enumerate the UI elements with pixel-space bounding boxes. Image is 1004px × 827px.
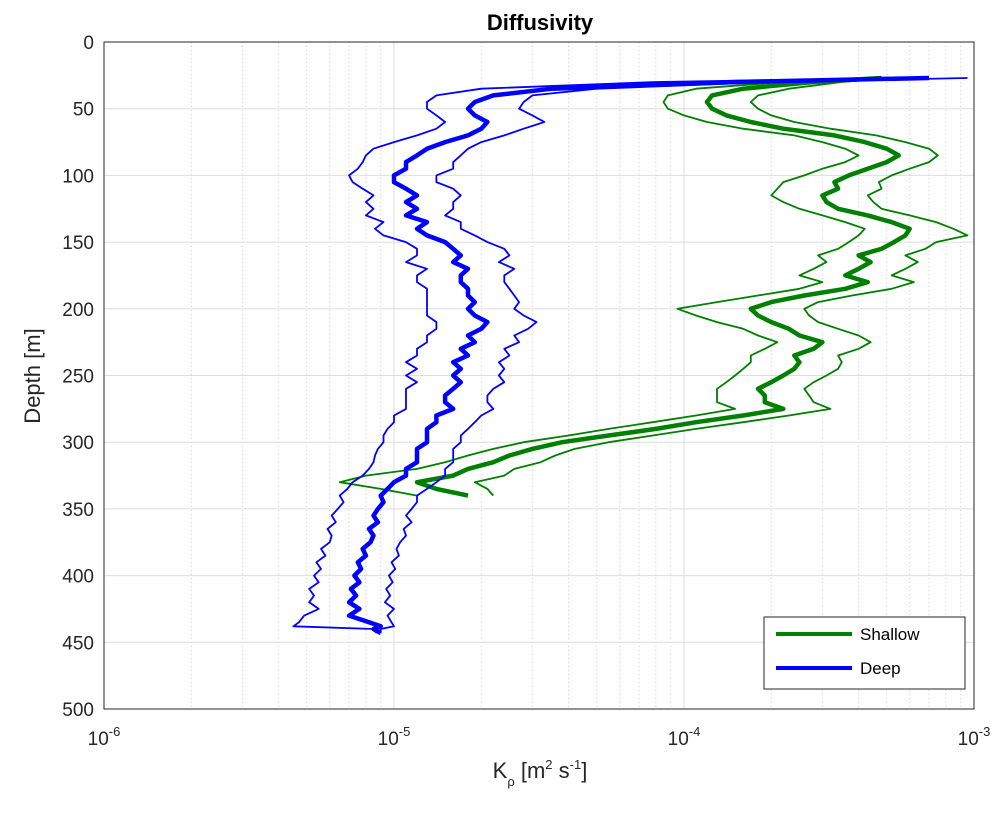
- legend-label-shallow: Shallow: [860, 625, 920, 644]
- x-tick-exponent: -6: [109, 724, 121, 739]
- legend-label-deep: Deep: [860, 659, 901, 678]
- series-shallow-low-line: [338, 77, 874, 497]
- series-deep-mean-line: [346, 75, 930, 635]
- series-shallow-mean-line: [414, 75, 912, 498]
- x-axis-label-sup2: -1: [570, 757, 582, 772]
- y-tick-label: 150: [62, 233, 94, 254]
- series-layer: [292, 75, 969, 635]
- series-deep-low-line: [292, 77, 910, 634]
- x-axis-label-mid: s: [553, 758, 570, 783]
- y-tick-label: 250: [62, 367, 94, 388]
- x-axis-label-end: ]: [581, 758, 587, 783]
- x-tick-base: 10: [378, 729, 399, 750]
- x-tick-label: 10-3: [958, 724, 991, 750]
- x-tick-label: 10-6: [88, 724, 121, 750]
- y-tick-label: 50: [73, 100, 94, 121]
- y-tick-labels: 0 50 100 150 200 250 300 350 400 450 500: [62, 33, 94, 721]
- x-tick-base: 10: [958, 729, 979, 750]
- y-tick-label: 400: [62, 567, 94, 588]
- y-tick-label: 0: [83, 33, 94, 54]
- y-tick-label: 450: [62, 633, 94, 654]
- legend: Shallow Deep: [763, 616, 966, 690]
- series-deep-high-line: [379, 77, 968, 633]
- x-tick-base: 10: [88, 729, 109, 750]
- y-tick-label: 200: [62, 300, 94, 321]
- y-tick-label: 500: [62, 700, 94, 721]
- series-shallow-high-line: [473, 77, 969, 497]
- x-axis-label-base: K: [493, 758, 508, 783]
- x-tick-labels: 10-6 10-5 10-4 10-3: [88, 724, 991, 750]
- chart-title: Diffusivity: [487, 10, 594, 35]
- plot-frame: [103, 41, 975, 710]
- x-tick-label: 10-4: [668, 724, 701, 750]
- x-tick-exponent: -4: [689, 724, 701, 739]
- x-axis-label: Kρ [m2 s-1]: [493, 757, 588, 789]
- x-axis-label-sup1: 2: [545, 757, 552, 772]
- legend-box: [763, 616, 966, 690]
- y-axis-label: Depth [m]: [20, 328, 45, 423]
- x-tick-base: 10: [668, 729, 689, 750]
- x-tick-exponent: -3: [979, 724, 991, 739]
- y-tick-label: 350: [62, 500, 94, 521]
- x-axis-label-rest: [m: [515, 758, 546, 783]
- x-tick-exponent: -5: [399, 724, 411, 739]
- x-tick-label: 10-5: [378, 724, 411, 750]
- y-tick-label: 100: [62, 166, 94, 187]
- y-tick-label: 300: [62, 433, 94, 454]
- x-axis-label-subscript: ρ: [507, 774, 514, 789]
